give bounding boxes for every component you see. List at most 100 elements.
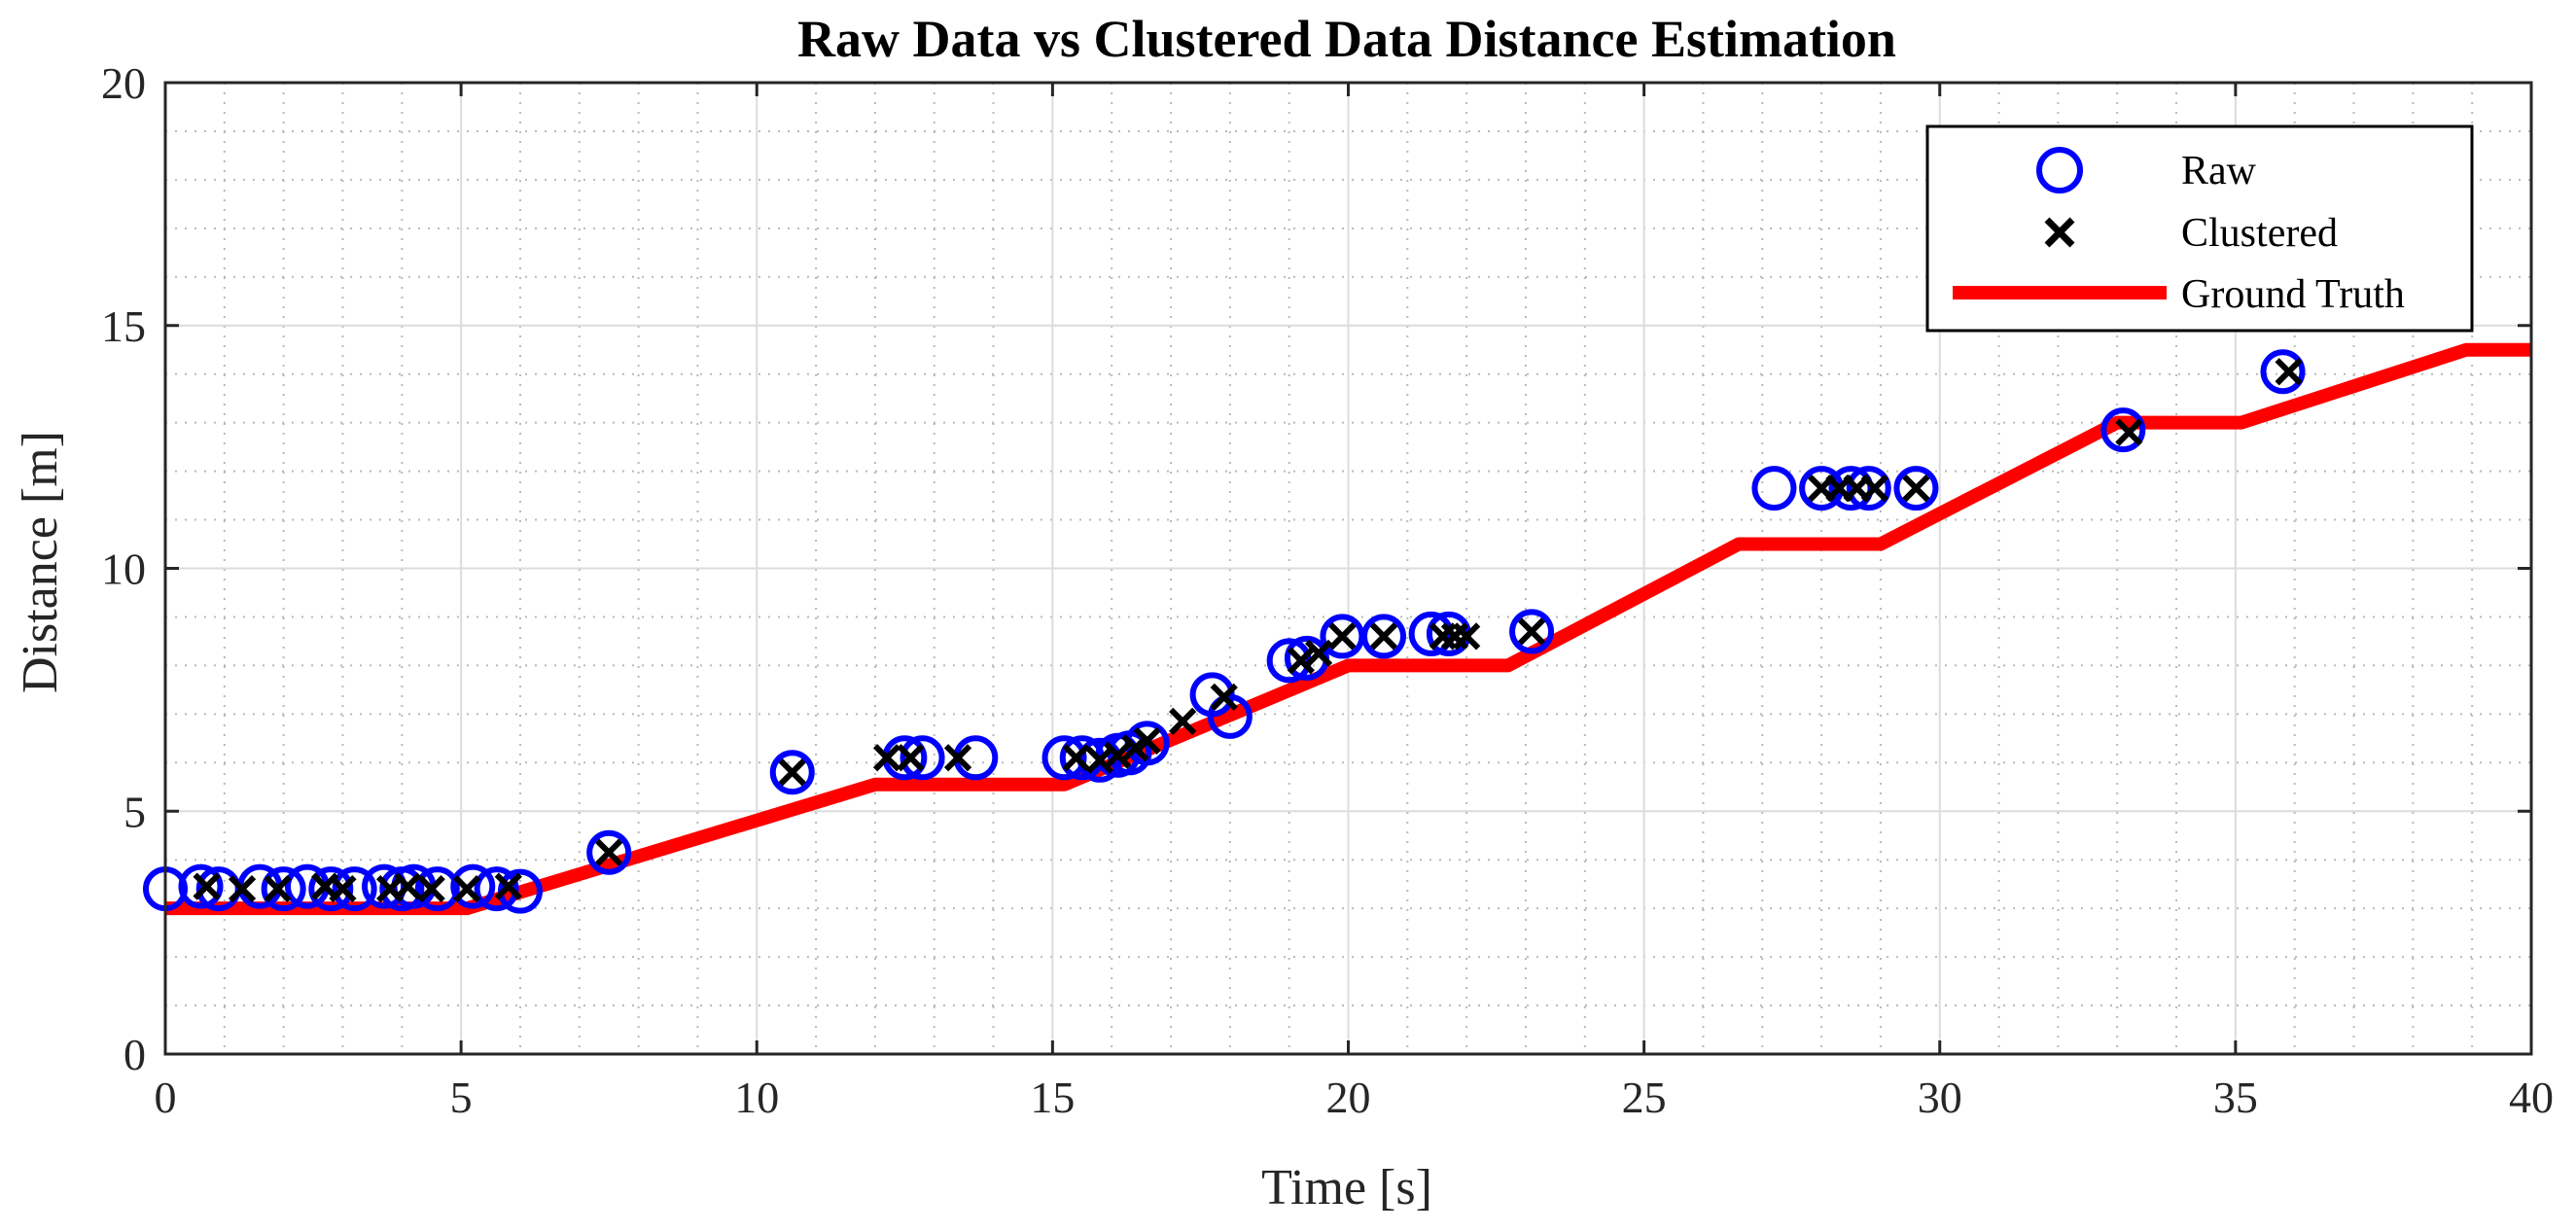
raw-point xyxy=(1041,735,1087,781)
clustered-point-stroke xyxy=(943,744,972,772)
raw-point xyxy=(332,866,377,912)
raw-point xyxy=(1751,466,1797,511)
clustered-point xyxy=(394,872,422,900)
raw-point xyxy=(362,863,407,909)
raw-point xyxy=(474,866,519,912)
raw-point xyxy=(769,750,815,795)
clustered-point-stroke xyxy=(1210,683,1238,711)
clustered-point-stroke xyxy=(1287,647,1315,675)
y-axis-label: Distance [m] xyxy=(13,431,68,693)
clustered-point xyxy=(1860,474,1888,503)
x-tick-label: 20 xyxy=(1326,1073,1371,1122)
clustered-point xyxy=(1210,683,1238,711)
clustered-point xyxy=(1169,707,1197,735)
y-tick-label: 5 xyxy=(124,787,146,836)
clustered-point xyxy=(943,744,972,772)
clustered-point-stroke xyxy=(376,875,405,903)
y-tick-label: 20 xyxy=(101,58,146,108)
x-tick-label: 5 xyxy=(450,1073,473,1122)
raw-point xyxy=(1509,609,1555,654)
legend-clustered-label: Clustered xyxy=(2181,211,2338,256)
clustered-series xyxy=(193,358,2303,903)
raw-series xyxy=(143,349,2306,914)
clustered-point xyxy=(778,758,806,787)
clustered-point xyxy=(1062,744,1090,772)
x-tick-label: 15 xyxy=(1030,1073,1075,1122)
x-tick-label: 30 xyxy=(1918,1073,1962,1122)
axis-ticks: 0 5 10 15 20 25 30 35 40 0 5 10 15 20 xyxy=(101,58,2554,1122)
legend: Raw Clustered Ground Truth xyxy=(1925,124,2474,333)
clustered-point-stroke xyxy=(1902,474,1930,503)
clustered-point xyxy=(453,875,481,903)
clustered-point xyxy=(264,875,292,903)
clustered-point-stroke xyxy=(1085,746,1114,774)
legend-ground-truth-label: Ground Truth xyxy=(2181,272,2405,317)
clustered-point xyxy=(1287,647,1315,675)
clustered-point xyxy=(872,744,901,772)
raw-point xyxy=(450,863,496,909)
legend-clustered-marker xyxy=(2044,217,2075,248)
legend-raw-marker xyxy=(2036,147,2083,194)
raw-point xyxy=(414,866,460,912)
clustered-point xyxy=(329,875,357,903)
clustered-point-stroke xyxy=(1304,639,1333,668)
clustered-point-stroke xyxy=(778,758,806,787)
clustered-point xyxy=(1369,622,1398,651)
chart-title: Raw Data vs Clustered Data Distance Esti… xyxy=(797,10,1896,68)
ground-truth-series xyxy=(165,342,2531,916)
clustered-point xyxy=(494,872,522,900)
raw-point xyxy=(2260,349,2306,395)
clustered-point-stroke xyxy=(1517,617,1546,646)
clustered-point xyxy=(417,875,445,903)
clustered-point-stroke xyxy=(264,875,292,903)
ground-truth-line xyxy=(165,342,2531,916)
clustered-point xyxy=(1328,622,1357,651)
y-tick-label: 10 xyxy=(101,545,146,594)
raw-point xyxy=(1828,466,1874,511)
raw-point xyxy=(1360,614,1406,659)
clustered-point-stroke xyxy=(1104,741,1132,769)
clustered-point-stroke xyxy=(1453,622,1481,651)
clustered-point-stroke xyxy=(228,875,257,903)
clustered-point xyxy=(2115,418,2143,446)
clustered-point xyxy=(1902,474,1930,503)
x-tick-label: 35 xyxy=(2213,1073,2258,1122)
legend-raw-label: Raw xyxy=(2181,149,2257,194)
clustered-point xyxy=(595,838,623,866)
clustered-point-stroke xyxy=(897,744,925,772)
clustered-point-stroke xyxy=(2275,358,2303,386)
raw-point xyxy=(261,866,306,912)
clustered-point-stroke xyxy=(453,875,481,903)
raw-point xyxy=(1893,466,1939,511)
clustered-point-stroke xyxy=(417,875,445,903)
clustered-point-stroke xyxy=(595,838,623,866)
x-axis-label: Time [s] xyxy=(1261,1160,1432,1215)
raw-point xyxy=(2100,407,2146,453)
clustered-point-stroke xyxy=(1133,726,1161,755)
clustered-point-stroke xyxy=(2115,418,2143,446)
clustered-point xyxy=(1304,639,1333,668)
clustered-point-stroke xyxy=(1328,622,1357,651)
x-tick-label: 10 xyxy=(734,1073,779,1122)
clustered-point-stroke xyxy=(193,872,221,900)
clustered-point-stroke xyxy=(1860,474,1888,503)
clustered-point xyxy=(1453,622,1481,651)
y-tick-label: 15 xyxy=(101,301,146,351)
x-tick-label: 25 xyxy=(1622,1073,1667,1122)
clustered-point-stroke xyxy=(872,744,901,772)
clustered-point-stroke xyxy=(1062,744,1090,772)
clustered-point xyxy=(1517,617,1546,646)
clustered-point xyxy=(2275,358,2303,386)
clustered-point xyxy=(897,744,925,772)
clustered-point-stroke xyxy=(494,872,522,900)
clustered-point xyxy=(1104,741,1132,769)
raw-point xyxy=(1846,466,1891,511)
clustered-point xyxy=(1133,726,1161,755)
raw-point xyxy=(586,829,632,875)
raw-point xyxy=(308,866,354,912)
clustered-point-stroke xyxy=(394,872,422,900)
clustered-point-stroke xyxy=(329,875,357,903)
x-tick-label: 0 xyxy=(155,1073,177,1122)
clustered-point-stroke xyxy=(1169,707,1197,735)
clustered-point xyxy=(193,872,221,900)
